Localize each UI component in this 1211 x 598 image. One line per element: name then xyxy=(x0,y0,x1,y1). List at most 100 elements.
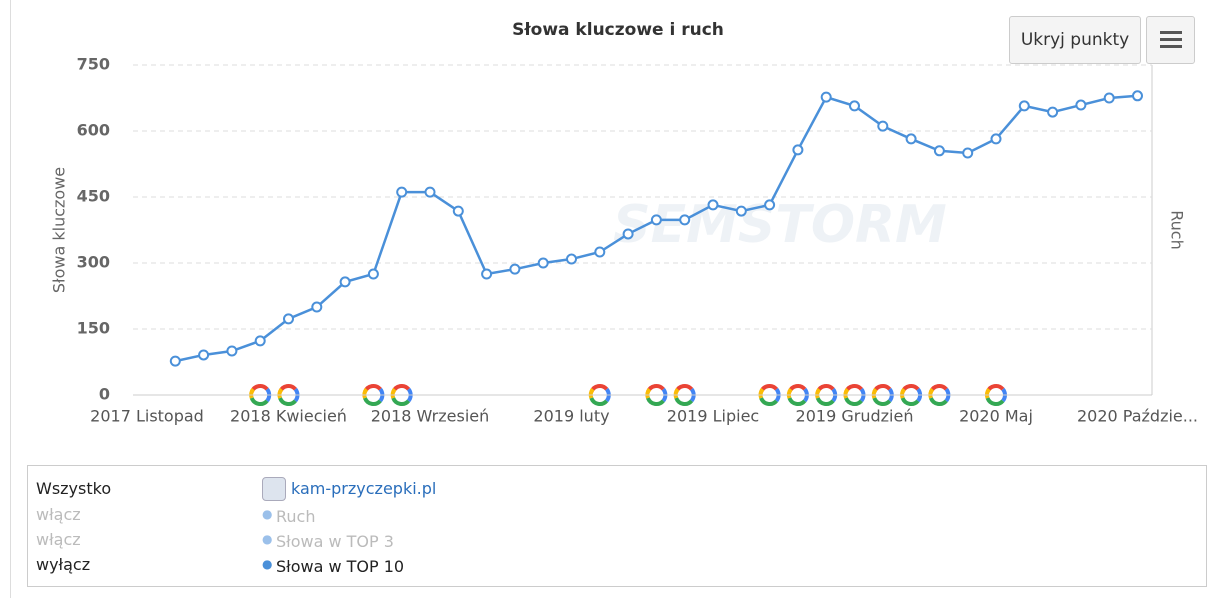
bullet: ● xyxy=(262,532,273,546)
site-icon xyxy=(262,477,286,501)
x-tick-label: 2017 Listopad xyxy=(90,407,204,426)
update-icon-arc xyxy=(900,387,906,399)
menu-button[interactable] xyxy=(1146,16,1195,64)
point xyxy=(226,345,238,357)
update-icon-arc xyxy=(278,397,297,406)
point xyxy=(452,205,464,217)
site-link[interactable]: kam-przyczepki.pl xyxy=(291,479,437,498)
update-icon-arc xyxy=(871,387,878,399)
x-tick-label: 2018 Wrzesień xyxy=(371,407,490,426)
point xyxy=(933,145,945,157)
y-tick-label: 600 xyxy=(77,121,110,140)
point xyxy=(1075,99,1087,111)
update-icon-arc xyxy=(588,387,595,399)
point xyxy=(566,253,577,265)
y-tick-label: 450 xyxy=(77,187,110,206)
update-icon-arc xyxy=(362,387,369,399)
update-icon-arc xyxy=(786,387,793,399)
point xyxy=(622,228,634,240)
y2-axis-title: Ruch xyxy=(1168,210,1187,249)
update-icon-arc xyxy=(249,397,269,406)
x-tick-label: 2020 Maj xyxy=(959,407,1033,426)
update-icon-arc xyxy=(589,397,609,406)
watermark: SEMSTORM xyxy=(613,195,947,255)
point xyxy=(198,349,210,361)
update-icon-arc xyxy=(674,397,694,406)
y-tick-label: 0 xyxy=(99,385,110,404)
update-icon-arc xyxy=(391,397,411,406)
legend-item[interactable]: Słowa w TOP 10 xyxy=(276,557,405,576)
point xyxy=(169,355,181,367)
point xyxy=(537,257,549,269)
point xyxy=(424,186,436,198)
chart-title: Słowa kluczowe i ruch xyxy=(512,20,724,40)
update-icon-arc xyxy=(985,397,1005,406)
point xyxy=(820,91,832,103)
x-tick-label: 2019 Grudzień xyxy=(796,407,914,426)
update-icon-arc xyxy=(985,387,991,399)
update-icon-arc xyxy=(844,397,863,406)
point xyxy=(367,268,379,280)
update-icon-arc xyxy=(815,387,821,399)
point xyxy=(877,120,889,132)
legend-panel: Wszystko włącz włącz wyłącz kam-przyczep… xyxy=(27,465,1207,587)
update-icon-arc xyxy=(758,387,765,399)
point xyxy=(679,214,691,226)
point xyxy=(396,186,408,198)
hide-points-button[interactable]: Ukryj punkty xyxy=(1009,16,1141,64)
y-tick-label: 750 xyxy=(77,55,110,74)
point xyxy=(1018,100,1030,112)
point xyxy=(650,214,662,226)
point xyxy=(1103,92,1115,104)
point xyxy=(509,263,521,275)
bullet: ● xyxy=(262,507,273,521)
update-icon-arc xyxy=(646,397,665,406)
chart: Słowa kluczowe i ruch SEMSTORM Słowa klu… xyxy=(50,20,1199,426)
update-icon-arc xyxy=(929,397,948,406)
y-tick-label: 150 xyxy=(77,319,110,338)
update-icon-arc xyxy=(843,387,850,399)
point xyxy=(283,313,294,325)
point xyxy=(481,268,493,280)
update-icon-arc xyxy=(277,387,284,399)
update-icon-arc xyxy=(928,387,935,399)
point xyxy=(764,199,776,211)
point xyxy=(849,100,860,112)
point xyxy=(311,301,323,313)
x-tick-label: 2018 Kwiecień xyxy=(230,407,347,426)
toggle[interactable]: włącz xyxy=(36,530,81,549)
x-tick-label: 2019 Lipiec xyxy=(667,407,759,426)
update-icon-arc xyxy=(787,397,807,406)
update-icon-arc xyxy=(759,397,779,406)
update-icon-arc xyxy=(872,397,892,406)
update-icon-arc xyxy=(363,397,382,406)
legend-item[interactable]: Ruch xyxy=(276,507,316,526)
point xyxy=(905,133,917,145)
update-icon-arc xyxy=(815,397,835,406)
point xyxy=(990,133,1002,145)
update-icon-arc xyxy=(645,387,652,399)
legend-item[interactable]: Słowa w TOP 3 xyxy=(276,532,394,551)
point xyxy=(707,199,719,211)
update-icon-arc xyxy=(900,397,920,406)
y-axis-title: Słowa kluczowe xyxy=(50,167,69,293)
point xyxy=(254,335,266,347)
point xyxy=(1047,106,1059,118)
all-label: Wszystko xyxy=(36,479,112,498)
point xyxy=(792,144,804,156)
point xyxy=(735,205,747,217)
point xyxy=(962,147,974,159)
point xyxy=(594,246,606,258)
y-tick-label: 300 xyxy=(77,253,110,272)
toggle[interactable]: wyłącz xyxy=(36,555,91,574)
menu-icon xyxy=(1159,31,1182,48)
update-icon-arc xyxy=(249,387,255,399)
toggle[interactable]: włącz xyxy=(36,505,81,524)
point xyxy=(339,276,351,288)
x-tick-label: 2020 Paździe... xyxy=(1077,407,1198,426)
point xyxy=(1132,90,1143,102)
update-icon-arc xyxy=(390,387,397,399)
update-icons xyxy=(249,384,1007,406)
bullet: ● xyxy=(262,557,273,571)
